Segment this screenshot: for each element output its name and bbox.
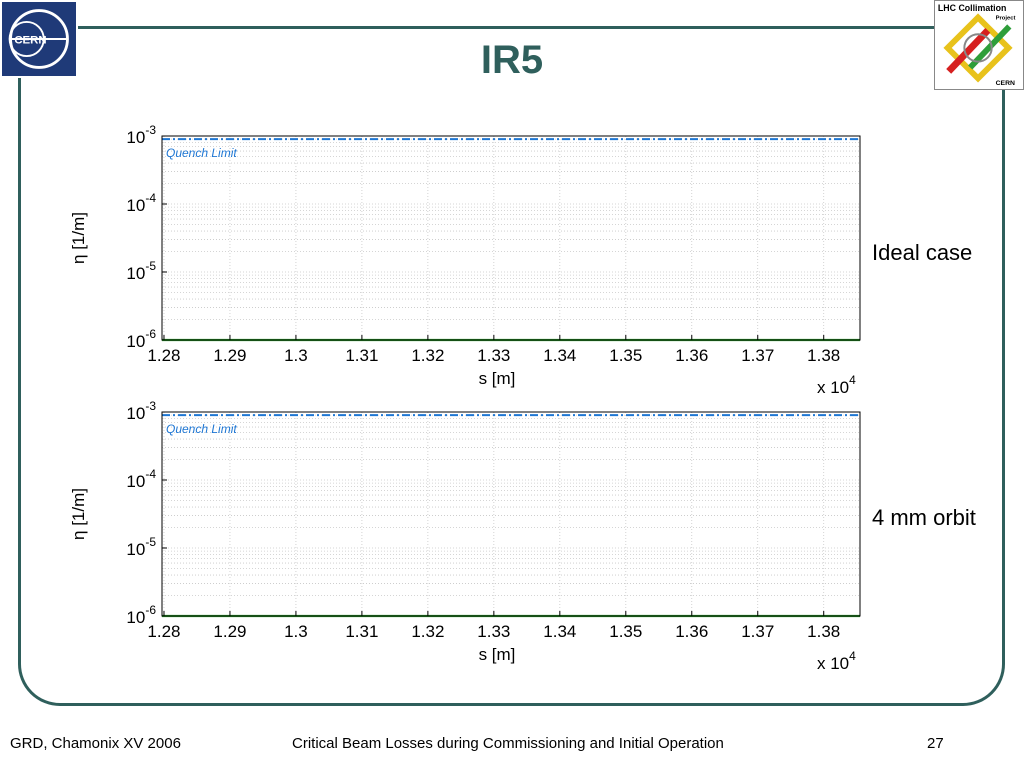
y-tick-base: 10 [126,128,145,147]
collim-logo-sub: Project [996,16,1016,22]
x-multiplier-base: x 10 [817,654,849,673]
x-tick-label: 1.37 [741,346,774,365]
x-axis-label: s [m] [479,369,516,388]
y-tick-base: 10 [126,540,145,559]
x-tick-label: 1.36 [675,622,708,641]
x-tick-label: 1.28 [147,346,180,365]
cern-logo: CERN [0,0,78,78]
quench-limit-annotation: Quench Limit [166,422,237,436]
plot-area [162,136,860,340]
axes-box [161,135,861,341]
x-tick-label: 1.38 [807,346,840,365]
x-tick-label: 1.35 [609,622,642,641]
x-multiplier-exponent: 4 [849,373,856,387]
x-tick-label: 1.29 [213,622,246,641]
x-axis-label: s [m] [479,645,516,664]
y-axis-label: η [1/m] [69,488,88,540]
x-tick-label: 1.3 [284,622,308,641]
y-tick-exponent: -6 [145,327,156,341]
lhc-collimation-graphic: LHC Collimation Project CERN [938,3,1016,87]
y-tick-label: 10-3 [126,399,156,423]
x-tick-label: 1.31 [345,622,378,641]
y-tick-label: 10-6 [126,603,156,627]
x-tick-label: 1.36 [675,346,708,365]
cern-logo-graphic: CERN [8,9,69,69]
y-tick-label: 10-5 [126,259,156,283]
y-tick-base: 10 [126,332,145,351]
x-tick-label: 1.34 [543,346,576,365]
x-tick-label: 1.35 [609,346,642,365]
plot-ideal-case: Quench Limit 1.28 1.29 1.3 1.31 1.32 1.33 1.34 1… [69,123,861,397]
plot-area [162,412,860,616]
footer-left: GRD, Chamonix XV 2006 [10,735,181,752]
label-4mm-orbit: 4 mm orbit [872,505,976,530]
footer-page-number: 27 [927,735,944,752]
x-tick-label: 1.34 [543,622,576,641]
x-tick-label: 1.28 [147,622,180,641]
y-tick-label: 10-3 [126,123,156,147]
x-tick-label: 1.29 [213,346,246,365]
y-tick-label: 10-5 [126,535,156,559]
y-axis-label: η [1/m] [69,212,88,264]
slide-title: IR5 [480,38,544,82]
y-tick-label: 10-4 [126,467,156,491]
x-tick-label: 1.31 [345,346,378,365]
y-tick-label: 10-4 [126,191,156,215]
quench-limit-annotation: Quench Limit [166,146,237,160]
y-tick-exponent: -5 [145,535,156,549]
x-tick-label: 1.37 [741,622,774,641]
y-tick-base: 10 [126,608,145,627]
x-tick-label: 1.32 [411,622,444,641]
collim-logo-text: LHC Collimation [938,3,1006,13]
x-axis-multiplier: x 104 [817,373,856,397]
y-tick-exponent: -5 [145,259,156,273]
plot-4mm-orbit: Quench Limit 1.28 1.29 1.3 1.31 1.32 1.33 1.34 1… [69,399,861,673]
y-tick-base: 10 [126,472,145,491]
x-tick-label: 1.32 [411,346,444,365]
y-tick-label: 10-6 [126,327,156,351]
axes-box [161,411,861,617]
x-tick-label: 1.38 [807,622,840,641]
x-multiplier-exponent: 4 [849,649,856,663]
x-multiplier-base: x 10 [817,378,849,397]
cern-logo-text: CERN [14,35,46,47]
x-axis-multiplier: x 104 [817,649,856,673]
x-tick-label: 1.33 [477,622,510,641]
label-ideal-case: Ideal case [872,240,973,265]
lhc-collimation-logo: LHC Collimation Project CERN [934,0,1024,90]
collim-logo-cern: CERN [996,80,1015,87]
y-tick-base: 10 [126,196,145,215]
y-tick-exponent: -3 [145,399,156,413]
footer-center: Critical Beam Losses during Commissionin… [292,735,724,752]
slide-frame [18,26,1005,706]
y-tick-exponent: -4 [145,467,156,481]
y-tick-base: 10 [126,404,145,423]
y-tick-base: 10 [126,264,145,283]
y-tick-exponent: -6 [145,603,156,617]
x-tick-label: 1.3 [284,346,308,365]
y-tick-exponent: -4 [145,191,156,205]
x-tick-label: 1.33 [477,346,510,365]
y-tick-exponent: -3 [145,123,156,137]
